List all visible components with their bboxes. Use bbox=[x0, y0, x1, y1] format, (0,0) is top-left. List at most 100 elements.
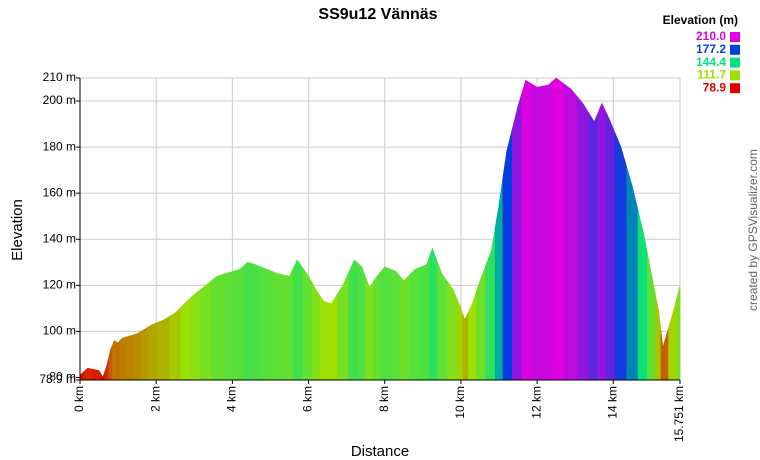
elevation-slice bbox=[119, 336, 127, 381]
elevation-slice bbox=[531, 83, 544, 381]
elevation-slice bbox=[140, 326, 149, 381]
y-tick-label: 78.9 m bbox=[39, 372, 76, 386]
elevation-slice bbox=[190, 289, 201, 381]
elevation-slice bbox=[312, 282, 321, 381]
elevation-slice bbox=[224, 269, 237, 381]
elevation-slice bbox=[293, 259, 304, 381]
elevation-slice bbox=[148, 321, 159, 381]
elevation-slice bbox=[93, 369, 102, 381]
elevation-slice bbox=[436, 261, 448, 381]
elevation-slice bbox=[576, 95, 589, 381]
elevation-slice bbox=[468, 292, 477, 381]
legend-label: 144.4 bbox=[696, 55, 726, 69]
legend-swatch bbox=[730, 83, 740, 94]
elevation-slice bbox=[157, 315, 170, 381]
elevation-slice bbox=[83, 367, 94, 381]
elevation-slice bbox=[199, 280, 212, 381]
elevation-slice bbox=[475, 265, 486, 381]
legend-label: 111.7 bbox=[697, 68, 726, 82]
elevation-slice bbox=[654, 293, 662, 381]
elevation-slice bbox=[676, 285, 681, 381]
elevation-slice bbox=[302, 267, 313, 381]
legend-swatch bbox=[730, 44, 740, 55]
elevation-slice bbox=[605, 111, 616, 381]
elevation-slice bbox=[660, 327, 669, 381]
elevation-slice bbox=[521, 79, 532, 381]
elevation-slice bbox=[380, 266, 391, 381]
elevation-slice bbox=[365, 277, 374, 381]
elevation-slice bbox=[169, 306, 182, 381]
elevation-slice bbox=[283, 267, 294, 381]
y-tick-label: 210 m bbox=[43, 70, 76, 84]
elevation-slice bbox=[243, 261, 252, 381]
x-tick-label: 8 km bbox=[377, 386, 391, 412]
y-tick-label: 120 m bbox=[43, 277, 76, 291]
elevation-slice bbox=[647, 254, 656, 381]
y-tick-label: 100 m bbox=[43, 324, 76, 338]
elevation-slice bbox=[272, 271, 285, 381]
legend-swatch bbox=[730, 32, 740, 42]
axes: 78.9 m80 m 100 m 120 m 140 m 160 m 180 m 200 m… bbox=[39, 70, 686, 442]
legend-label: 177.2 bbox=[696, 42, 726, 56]
elevation-slice bbox=[429, 247, 438, 381]
elevation-slice bbox=[462, 311, 469, 381]
x-axis-label: Distance bbox=[351, 443, 409, 460]
credit: created by GPSVisualizer.com bbox=[746, 149, 760, 311]
x-tick-label: 14 km bbox=[605, 386, 619, 419]
x-tick-label: 10 km bbox=[453, 386, 467, 419]
elevation-slice bbox=[319, 294, 328, 381]
elevation-slice bbox=[399, 274, 410, 381]
elevation-slice bbox=[260, 266, 273, 381]
x-tick-label: 15.751 km bbox=[672, 386, 686, 442]
y-tick-label: 200 m bbox=[43, 93, 76, 107]
elevation-slice bbox=[668, 296, 678, 381]
elevation-slice bbox=[348, 259, 359, 381]
elevation-slice bbox=[180, 297, 191, 381]
y-tick-label: 180 m bbox=[43, 139, 76, 153]
legend-label: 210.0 bbox=[696, 29, 726, 43]
elevation-slice bbox=[336, 272, 349, 381]
y-axis-label: Elevation bbox=[9, 199, 26, 261]
elevation-slice bbox=[115, 339, 121, 381]
elevation-slice bbox=[79, 371, 85, 381]
elevation-slice bbox=[494, 178, 504, 381]
y-tick-label: 160 m bbox=[43, 185, 76, 199]
elevation-slice bbox=[390, 268, 401, 381]
elevation-slice bbox=[104, 357, 109, 381]
y-tick-label: 140 m bbox=[43, 231, 76, 245]
elevation-slice bbox=[485, 227, 496, 381]
legend-swatch bbox=[730, 57, 740, 68]
elevation-slice bbox=[597, 102, 606, 381]
legend-title: Elevation (m) bbox=[663, 13, 738, 27]
elevation-slice bbox=[626, 166, 639, 381]
elevation-slice bbox=[420, 256, 430, 381]
legend-swatch bbox=[730, 70, 740, 81]
elevation-slice bbox=[502, 128, 513, 381]
elevation-slice bbox=[251, 263, 262, 381]
elevation-slice bbox=[327, 293, 338, 381]
x-tick-label: 4 km bbox=[225, 386, 239, 412]
elevation-slice bbox=[512, 92, 523, 381]
elevation-slice bbox=[108, 345, 113, 381]
x-tick-label: 2 km bbox=[148, 386, 162, 412]
elevation-slice bbox=[552, 77, 565, 381]
elevation-slice bbox=[112, 340, 117, 381]
elevation-slice bbox=[373, 270, 382, 381]
elevation-slice bbox=[637, 210, 648, 381]
x-tick-label: 0 km bbox=[72, 386, 86, 412]
elevation-slice bbox=[235, 265, 245, 381]
elevation-slice bbox=[588, 111, 599, 381]
elevation-slice bbox=[211, 273, 226, 381]
elevation-slice bbox=[133, 330, 142, 381]
elevation-slice bbox=[563, 83, 578, 381]
elevation-slice bbox=[614, 133, 627, 381]
area bbox=[79, 77, 681, 381]
elevation-slice bbox=[447, 280, 458, 381]
elevation-slice bbox=[100, 371, 106, 381]
legend-label: 78.9 bbox=[703, 80, 727, 94]
x-tick-label: 6 km bbox=[301, 386, 315, 412]
elevation-slice bbox=[456, 299, 464, 381]
elevation-slice bbox=[409, 266, 422, 381]
x-tick-label: 12 km bbox=[529, 386, 543, 419]
